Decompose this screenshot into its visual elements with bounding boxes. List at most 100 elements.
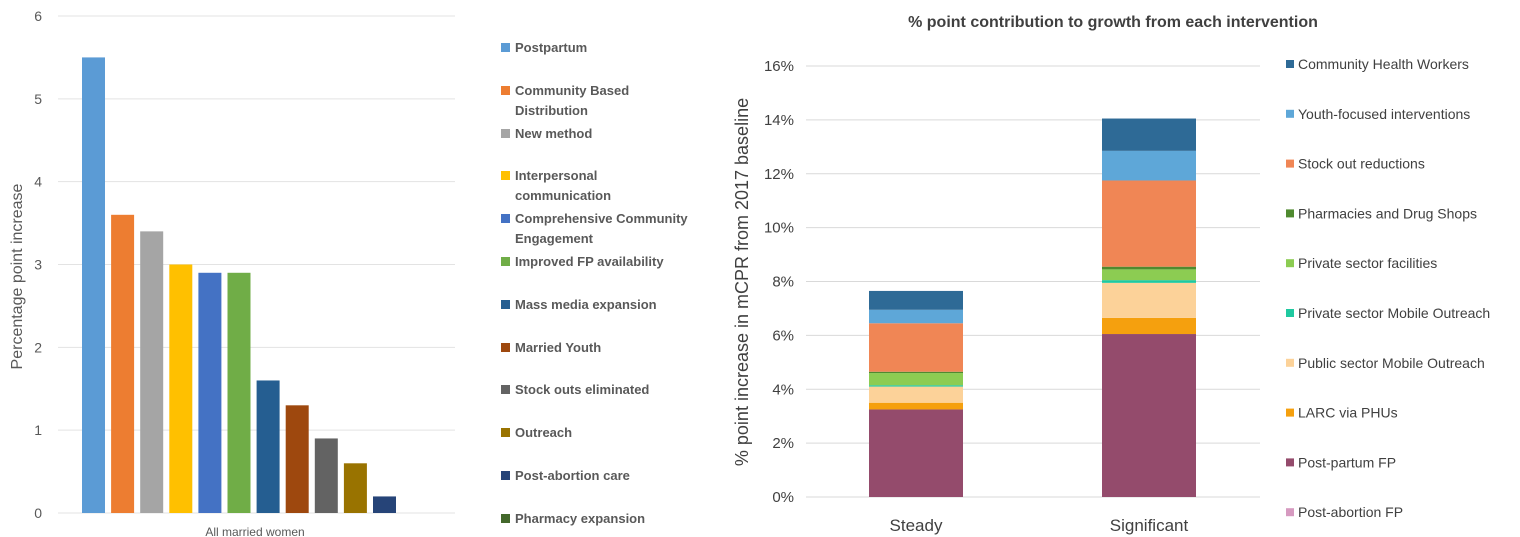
- legend-swatch-stock-out-reductions: [1286, 159, 1294, 168]
- bar-segment-significant-stock-out-reductions: [1102, 180, 1196, 267]
- y-tick-label: 10%: [764, 220, 794, 237]
- legend-label-mass-media-expansion: Mass media expansion: [515, 297, 657, 312]
- legend-swatch-post-abortion-fp: [1286, 508, 1294, 517]
- legend-label-pharmacy-expansion: Pharmacy expansion: [515, 511, 645, 526]
- legend-label-postpartum: Postpartum: [515, 40, 587, 55]
- bar-postpartum: [82, 57, 105, 514]
- legend-swatch-larc-via-phus: [1286, 408, 1294, 417]
- legend-swatch-comprehensive-community-engagement: [501, 214, 510, 223]
- legend-label-community-based-distribution: Community Based Distribution: [515, 83, 629, 118]
- bar-segment-significant-post-partum-fp: [1102, 334, 1196, 497]
- x-category-label: Significant: [1110, 516, 1189, 535]
- legend-label-post-abortion-care: Post-abortion care: [515, 468, 630, 483]
- y-tick-label: 8%: [772, 274, 794, 291]
- legend-label-community-health-workers: Community Health Workers: [1298, 56, 1469, 72]
- legend-label-comprehensive-community-engagement: Comprehensive Community Engagement: [515, 211, 688, 246]
- legend-label-youth-focused-interventions: Youth-focused interventions: [1298, 106, 1470, 122]
- bar-segment-steady-pharmacies-and-drug-shops: [869, 371, 963, 374]
- bar-segment-significant-public-sector-mobile-outreach: [1102, 282, 1196, 318]
- y-tick-label: 0%: [772, 489, 794, 506]
- legend-swatch-stock-outs-eliminated: [501, 385, 510, 394]
- legend-label-line: Stock outs eliminated: [515, 382, 649, 397]
- y-tick-label: 5: [34, 91, 42, 107]
- bar-segment-steady-post-partum-fp: [869, 409, 963, 497]
- legend-swatch-private-sector-facilities: [1286, 259, 1294, 268]
- bar-new-method: [140, 231, 164, 513]
- legend-swatch-post-partum-fp: [1286, 458, 1294, 467]
- bar-segment-significant-community-health-workers: [1102, 118, 1196, 151]
- legend-label-private-sector-facilities: Private sector facilities: [1298, 255, 1437, 271]
- y-tick-label: 0: [34, 505, 42, 521]
- legend-label-post-partum-fp: Post-partum FP: [1298, 454, 1396, 470]
- bar-segment-significant-larc-via-phus: [1102, 317, 1196, 335]
- legend-label-line: Interpersonal: [515, 168, 597, 183]
- x-category-label: All married women: [205, 525, 304, 537]
- bar-segment-significant-pharmacies-and-drug-shops: [1102, 266, 1196, 270]
- bar-segment-significant-youth-focused-interventions: [1102, 150, 1196, 181]
- bar-segment-significant-private-sector-mobile-outreach: [1102, 280, 1196, 283]
- chart-title: % point contribution to growth from each…: [908, 14, 1318, 31]
- legend-label-private-sector-mobile-outreach: Private sector Mobile Outreach: [1298, 305, 1490, 321]
- legend-swatch-mass-media-expansion: [501, 300, 510, 309]
- bar-outreach: [343, 463, 367, 513]
- legend-label-line: Postpartum: [515, 40, 587, 55]
- y-tick-label: 6: [34, 8, 42, 24]
- legend-swatch-community-health-workers: [1286, 60, 1294, 68]
- y-axis-label: % point increase in mCPR from 2017 basel…: [732, 98, 752, 466]
- legend-label-line: Married Youth: [515, 340, 601, 355]
- legend-swatch-interpersonal-communication: [501, 171, 510, 180]
- legend-label-line: Post-abortion care: [515, 468, 630, 483]
- legend-label-line: Pharmacy expansion: [515, 511, 645, 526]
- bar-segment-steady-private-sector-facilities: [869, 373, 963, 386]
- legend-swatch-post-abortion-care: [501, 471, 510, 480]
- legend-label-public-sector-mobile-outreach: Public sector Mobile Outreach: [1298, 355, 1485, 371]
- legend-label-line: Community Based: [515, 83, 629, 98]
- legend-label-outreach: Outreach: [515, 425, 572, 440]
- legend-label-post-abortion-fp: Post-abortion FP: [1298, 504, 1403, 520]
- legend-label-line: communication: [515, 188, 611, 203]
- y-tick-label: 3: [34, 257, 42, 273]
- y-tick-label: 16%: [764, 58, 794, 75]
- legend-swatch-postpartum: [501, 43, 510, 52]
- legend-label-pharmacies-and-drug-shops: Pharmacies and Drug Shops: [1298, 205, 1477, 221]
- y-tick-label: 2%: [772, 435, 794, 452]
- legend-swatch-married-youth: [501, 343, 510, 352]
- legend-label-line: Engagement: [515, 231, 594, 246]
- legend-label-line: Outreach: [515, 425, 572, 440]
- legend-swatch-public-sector-mobile-outreach: [1286, 358, 1294, 367]
- legend-swatch-youth-focused-interventions: [1286, 109, 1294, 118]
- bar-interpersonal-communication: [169, 264, 193, 513]
- legend-label-line: Comprehensive Community: [515, 211, 688, 226]
- bar-segment-steady-larc-via-phus: [869, 402, 963, 410]
- bar-community-based-distribution: [111, 214, 135, 514]
- legend-label-new-method: New method: [515, 126, 592, 141]
- legend-swatch-community-based-distribution: [501, 86, 510, 95]
- legend-label-stock-out-reductions: Stock out reductions: [1298, 156, 1425, 172]
- bar-segment-steady-community-health-workers: [869, 290, 963, 310]
- legend-label-line: Distribution: [515, 103, 588, 118]
- y-tick-label: 14%: [764, 112, 794, 129]
- legend-label-larc-via-phus: LARC via PHUs: [1298, 405, 1398, 421]
- legend-label-improved-fp-availability: Improved FP availability: [515, 254, 664, 269]
- bar-married-youth: [285, 405, 309, 513]
- y-tick-label: 12%: [764, 166, 794, 183]
- bar-segment-steady-youth-focused-interventions: [869, 309, 963, 324]
- bar-segment-steady-stock-out-reductions: [869, 323, 963, 372]
- bar-stock-outs-eliminated: [314, 438, 338, 513]
- bar-segment-steady-private-sector-mobile-outreach: [869, 385, 963, 387]
- legend-label-interpersonal-communication: Interpersonal communication: [515, 168, 611, 203]
- legend-label-line: New method: [515, 126, 592, 141]
- legend-label-line: Mass media expansion: [515, 297, 657, 312]
- legend-swatch-private-sector-mobile-outreach: [1286, 309, 1294, 317]
- bar-improved-fp-availability: [227, 272, 251, 513]
- legend-swatch-new-method: [501, 129, 510, 138]
- x-category-label: Steady: [890, 516, 943, 535]
- y-tick-label: 1: [34, 422, 42, 438]
- bar-mass-media-expansion: [256, 380, 280, 513]
- legend-label-married-youth: Married Youth: [515, 340, 601, 355]
- y-tick-label: 6%: [772, 327, 794, 344]
- y-axis-label: Percentage point increase: [9, 183, 26, 369]
- y-tick-label: 2: [34, 339, 42, 355]
- legend-label-stock-outs-eliminated: Stock outs eliminated: [515, 382, 649, 397]
